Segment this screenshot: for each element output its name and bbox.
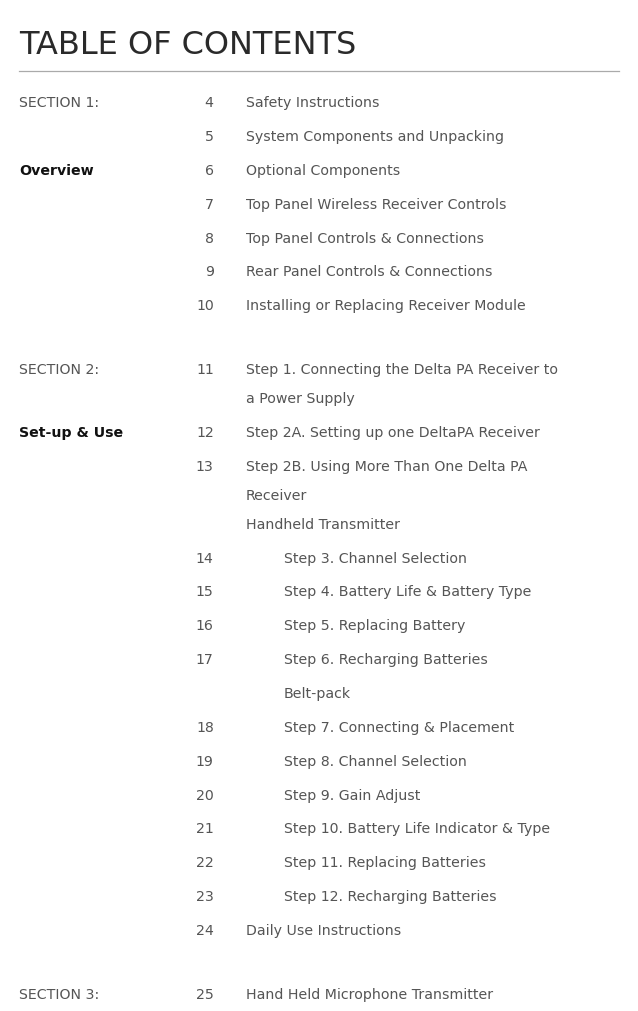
Text: Step 6. Recharging Batteries: Step 6. Recharging Batteries: [284, 653, 488, 667]
Text: Step 2B. Using More Than One Delta PA: Step 2B. Using More Than One Delta PA: [246, 460, 527, 474]
Text: 7: 7: [205, 197, 214, 211]
Text: 19: 19: [196, 754, 214, 768]
Text: 9: 9: [205, 265, 214, 279]
Text: Belt-pack: Belt-pack: [284, 686, 351, 701]
Text: Step 3. Channel Selection: Step 3. Channel Selection: [284, 551, 467, 565]
Text: 6: 6: [205, 164, 214, 178]
Text: Rear Panel Controls & Connections: Rear Panel Controls & Connections: [246, 265, 492, 279]
Text: 20: 20: [196, 789, 214, 803]
Text: 18: 18: [196, 721, 214, 735]
Text: System Components and Unpacking: System Components and Unpacking: [246, 130, 503, 144]
Text: 23: 23: [196, 890, 214, 904]
Text: 17: 17: [196, 653, 214, 667]
Text: SECTION 3:: SECTION 3:: [19, 988, 100, 1002]
Text: Step 10. Battery Life Indicator & Type: Step 10. Battery Life Indicator & Type: [284, 822, 550, 836]
Text: 25: 25: [196, 988, 214, 1002]
Text: 10: 10: [196, 299, 214, 313]
Text: Overview: Overview: [19, 164, 94, 178]
Text: 21: 21: [196, 822, 214, 836]
Text: 4: 4: [205, 96, 214, 110]
Text: Daily Use Instructions: Daily Use Instructions: [246, 924, 401, 938]
Text: Top Panel Wireless Receiver Controls: Top Panel Wireless Receiver Controls: [246, 197, 506, 211]
Text: Hand Held Microphone Transmitter: Hand Held Microphone Transmitter: [246, 988, 493, 1002]
Text: Step 2A. Setting up one DeltaPA Receiver: Step 2A. Setting up one DeltaPA Receiver: [246, 426, 540, 440]
Text: 14: 14: [196, 551, 214, 565]
Text: Top Panel Controls & Connections: Top Panel Controls & Connections: [246, 232, 484, 246]
Text: Step 1. Connecting the Delta PA Receiver to: Step 1. Connecting the Delta PA Receiver…: [246, 363, 558, 377]
Text: Safety Instructions: Safety Instructions: [246, 96, 379, 110]
Text: Step 9. Gain Adjust: Step 9. Gain Adjust: [284, 789, 420, 803]
Text: SECTION 2:: SECTION 2:: [19, 363, 100, 377]
Text: 5: 5: [205, 130, 214, 144]
Text: Step 8. Channel Selection: Step 8. Channel Selection: [284, 754, 467, 768]
Text: Optional Components: Optional Components: [246, 164, 400, 178]
Text: Handheld Transmitter: Handheld Transmitter: [246, 518, 399, 532]
Text: a Power Supply: a Power Supply: [246, 392, 354, 406]
Text: Step 4. Battery Life & Battery Type: Step 4. Battery Life & Battery Type: [284, 585, 531, 600]
Text: 16: 16: [196, 619, 214, 633]
Text: SECTION 1:: SECTION 1:: [19, 96, 100, 110]
Text: TABLE OF CONTENTS: TABLE OF CONTENTS: [19, 30, 357, 62]
Text: Step 5. Replacing Battery: Step 5. Replacing Battery: [284, 619, 465, 633]
Text: 13: 13: [196, 460, 214, 474]
Text: 12: 12: [196, 426, 214, 440]
Text: 11: 11: [196, 363, 214, 377]
Text: Receiver: Receiver: [246, 488, 307, 502]
Text: Step 7. Connecting & Placement: Step 7. Connecting & Placement: [284, 721, 514, 735]
Text: Installing or Replacing Receiver Module: Installing or Replacing Receiver Module: [246, 299, 525, 313]
Text: Step 11. Replacing Batteries: Step 11. Replacing Batteries: [284, 856, 486, 870]
Text: Step 12. Recharging Batteries: Step 12. Recharging Batteries: [284, 890, 496, 904]
Text: 8: 8: [205, 232, 214, 246]
Text: Set-up & Use: Set-up & Use: [19, 426, 123, 440]
Text: 24: 24: [196, 924, 214, 938]
Text: 15: 15: [196, 585, 214, 600]
Text: 22: 22: [196, 856, 214, 870]
